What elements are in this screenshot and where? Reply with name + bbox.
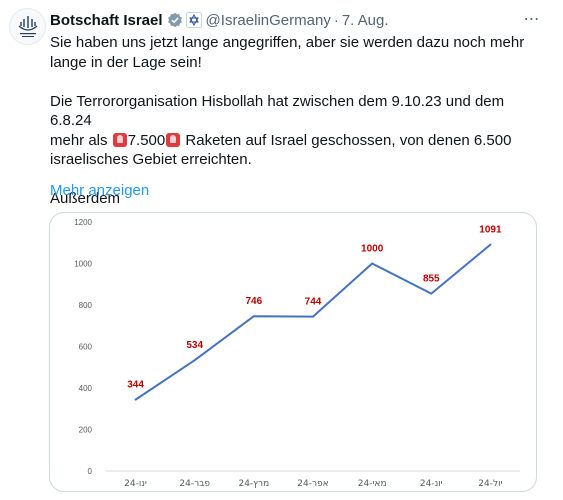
y-tick-label: 800 [79, 301, 93, 310]
x-tick-label: יול-24 [478, 479, 502, 489]
x-tick-label: יונ-24 [420, 479, 443, 489]
tweet-body: Sie haben uns jetzt lange angegriffen, a… [50, 33, 550, 209]
data-point [134, 398, 137, 401]
tweet-text-span: mehr als [50, 131, 112, 149]
series-line [135, 243, 492, 401]
y-tick-label: 1200 [74, 218, 92, 227]
data-label: 855 [423, 274, 440, 285]
tweet-line: Außerdem [50, 190, 121, 207]
x-tick-label: ינו-24 [124, 479, 147, 489]
rotating-light-icon [112, 132, 127, 147]
author-name[interactable]: Botschaft Israel [50, 11, 163, 29]
tweet-line: Sie haben uns jetzt lange angegriffen, a… [50, 34, 525, 51]
x-tick-label: פבר-24 [179, 479, 210, 489]
tweet-header: Botschaft Israel @IsraelinGermany · 7. A… [50, 10, 555, 30]
post-date[interactable]: 7. Aug. [341, 11, 389, 29]
data-point [252, 315, 255, 318]
data-label: 1000 [361, 244, 384, 255]
tweet-line: mehr als 7.500 Raketen auf Israel gescho… [50, 131, 550, 151]
data-point [312, 315, 314, 318]
tweet-line: Die Terrororganisation Hisbollah hat zwi… [50, 92, 505, 130]
affiliate-badge-icon[interactable] [185, 12, 202, 28]
separator-dot: · [333, 11, 339, 29]
data-point [371, 262, 374, 265]
avatar[interactable] [9, 8, 46, 45]
show-more-link[interactable]: Mehr anzeigen [50, 182, 150, 199]
rotating-light-icon [166, 132, 181, 147]
data-label: 744 [305, 297, 322, 308]
verified-badge-icon [167, 12, 183, 28]
line-chart: 0 200 400 600 800 1000 1200 ינו-24 פבר-24 מרץ-24 א… [74, 218, 520, 489]
y-tick-label: 0 [88, 467, 93, 476]
author-handle[interactable]: @IsraelinGermany [205, 11, 331, 29]
x-tick-label: אפר-24 [297, 479, 328, 489]
data-point [193, 359, 196, 362]
y-tick-label: 600 [79, 343, 93, 352]
x-tick-label: מרץ-24 [238, 479, 269, 489]
y-tick-label: 1000 [74, 260, 92, 269]
data-label: 1091 [479, 225, 502, 236]
data-point [489, 243, 492, 246]
more-options-icon[interactable]: ⋯ [523, 11, 541, 28]
data-point [430, 292, 433, 295]
x-tick-label: מאי-24 [358, 479, 387, 489]
tweet-text-span: Raketen auf Israel geschossen, von denen… [181, 131, 512, 149]
data-label: 534 [186, 340, 203, 351]
tweet-line: israelisches Gebiet erreichten. [50, 151, 252, 168]
data-label: 746 [246, 296, 263, 307]
y-tick-label: 200 [79, 426, 93, 435]
tweet-line: lange in der Lage sein! [50, 53, 202, 71]
y-tick-label: 400 [79, 384, 93, 393]
chart-image[interactable]: 0 200 400 600 800 1000 1200 ינו-24 פבר-24 מרץ-24 א… [49, 212, 537, 492]
emblem-of-israel-icon [18, 15, 37, 37]
rocket-count: 7.500 [127, 131, 166, 149]
data-label: 344 [127, 380, 144, 391]
